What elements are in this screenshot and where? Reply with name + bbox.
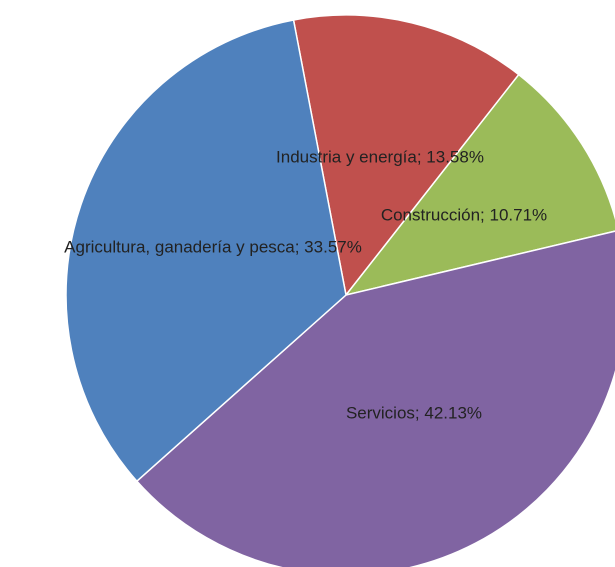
- pie-slice: [292, 14, 520, 297]
- data-label: Construcción; 10.71%: [381, 205, 547, 224]
- pie-slice: [344, 73, 615, 297]
- pie-slice: [135, 230, 615, 567]
- pie-slice: [65, 19, 347, 483]
- data-label: Industria y energía; 13.58%: [276, 147, 484, 166]
- data-label: Servicios; 42.13%: [346, 403, 482, 422]
- data-label: Agricultura, ganadería y pesca; 33.57%: [64, 237, 362, 256]
